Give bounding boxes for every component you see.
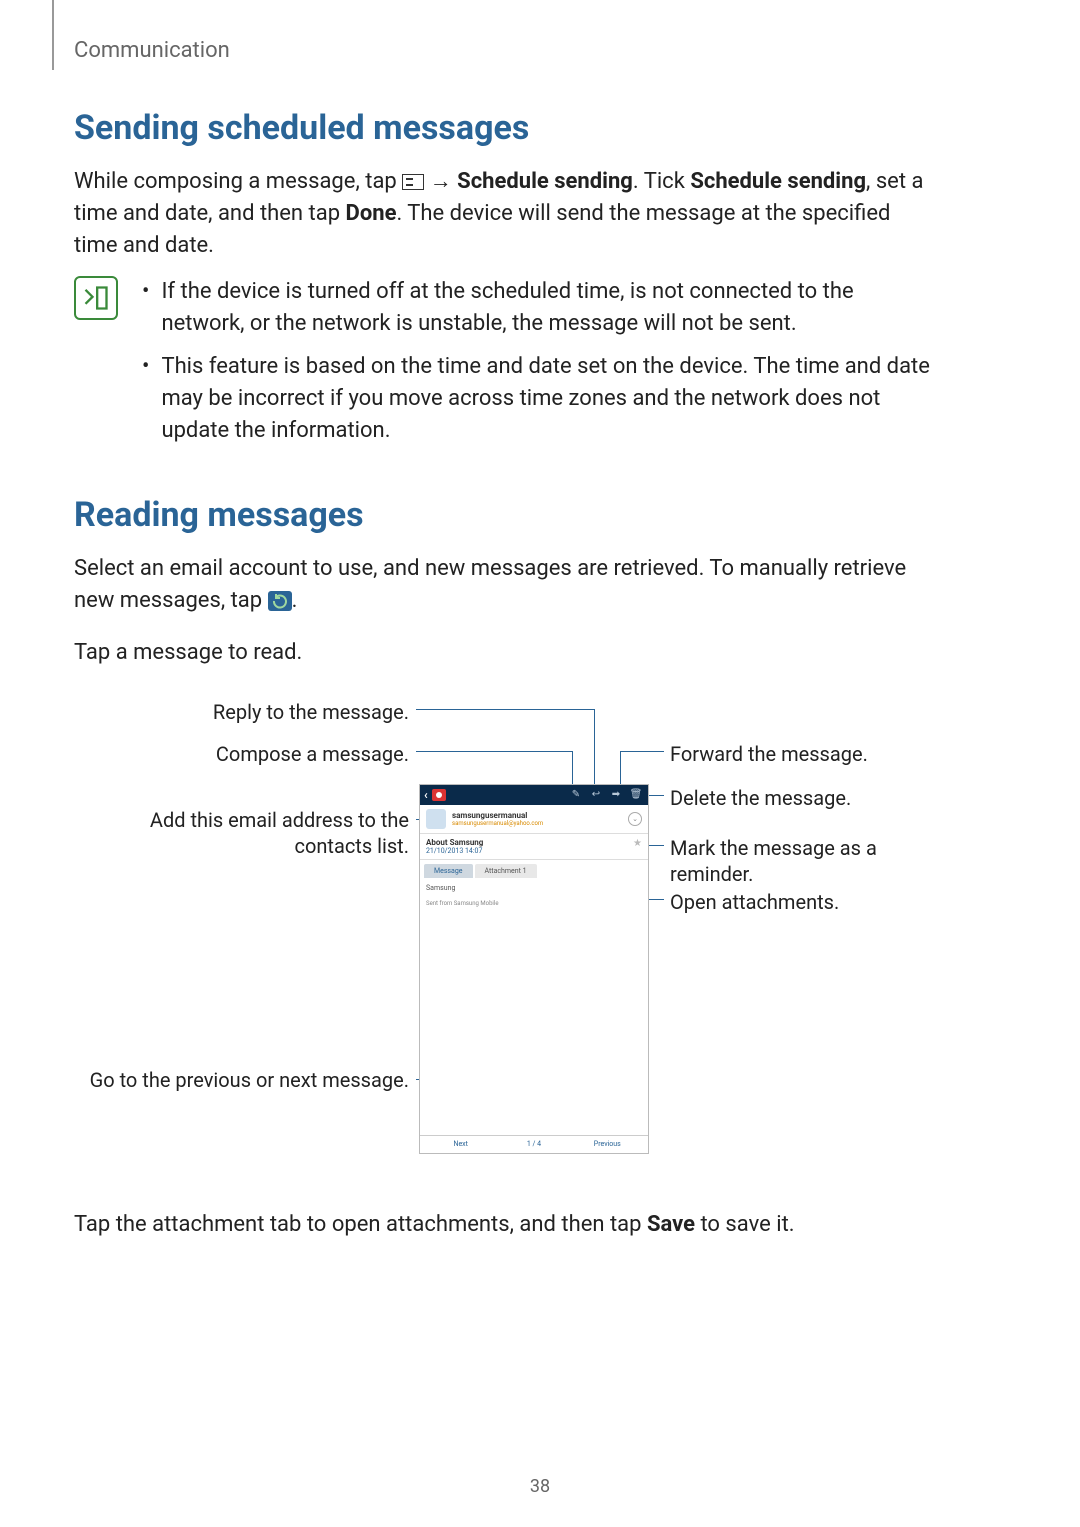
heading-sending: Sending scheduled messages xyxy=(74,108,934,148)
diagram: Reply to the message. Compose a message.… xyxy=(74,679,934,1179)
refresh-icon xyxy=(268,591,292,611)
nav-next-button[interactable]: Next xyxy=(420,1140,501,1148)
tabs-row: Message Attachment 1 xyxy=(420,860,648,878)
para-reading-2: Tap a message to read. xyxy=(74,637,934,669)
tab-message[interactable]: Message xyxy=(424,864,473,878)
note-item: • This feature is based on the time and … xyxy=(142,351,934,447)
nav-prev-button[interactable]: Previous xyxy=(567,1140,648,1148)
signature: Sent from Samsung Mobile xyxy=(426,900,642,907)
connector-line xyxy=(594,709,595,785)
note-icon xyxy=(74,276,118,320)
callout-reminder: Mark the message as a reminder. xyxy=(670,835,934,887)
nav-count: 1 / 4 xyxy=(501,1140,566,1148)
note-block: • If the device is turned off at the sch… xyxy=(74,276,934,459)
bottom-nav: Next 1 / 4 Previous xyxy=(420,1135,648,1153)
back-icon[interactable]: ‹ xyxy=(424,788,428,802)
sender-name: samsungusermanual xyxy=(452,811,622,820)
forward-icon[interactable]: ➡ xyxy=(608,789,624,800)
margin-rule xyxy=(52,0,54,70)
page-number: 38 xyxy=(0,1476,1080,1497)
connector-line xyxy=(416,709,594,710)
sender-email: samsungusermanual@yahoo.com xyxy=(452,820,622,827)
bold-text: Schedule sending xyxy=(690,169,866,194)
subject: About Samsung xyxy=(426,838,633,847)
sender-info: samsungusermanual samsungusermanual@yaho… xyxy=(452,811,622,827)
phone-screenshot: ‹ ✎ ↩ ➡ 🗑 samsungusermanual samsunguserm… xyxy=(419,784,649,1154)
bullet: • xyxy=(142,351,149,447)
subject-row: About Samsung 21/10/2013 14:07 ★ xyxy=(420,834,648,860)
account-indicator[interactable] xyxy=(432,789,446,801)
callout-compose: Compose a message. xyxy=(74,741,409,767)
connector-line xyxy=(620,751,621,785)
para-attachment: Tap the attachment tab to open attachmen… xyxy=(74,1209,934,1241)
text: to save it. xyxy=(695,1212,795,1237)
menu-icon xyxy=(402,174,424,190)
para-reading-1: Select an email account to use, and new … xyxy=(74,553,934,617)
para-sending: While composing a message, tap → Schedul… xyxy=(74,166,934,262)
callout-prev-next: Go to the previous or next message. xyxy=(74,1067,409,1093)
tab-attachment[interactable]: Attachment 1 xyxy=(475,864,537,878)
bold-text: Done xyxy=(346,201,397,226)
email-topbar: ‹ ✎ ↩ ➡ 🗑 xyxy=(420,785,648,805)
content-area: Sending scheduled messages While composi… xyxy=(74,108,934,1251)
callout-delete: Delete the message. xyxy=(670,785,851,811)
compose-icon[interactable]: ✎ xyxy=(568,789,584,800)
note-text: This feature is based on the time and da… xyxy=(161,351,934,447)
heading-reading: Reading messages xyxy=(74,495,934,535)
text: . xyxy=(292,588,298,613)
text: Tap the attachment tab to open attachmen… xyxy=(74,1212,647,1237)
message-body: Samsung Sent from Samsung Mobile xyxy=(420,878,648,913)
text: → xyxy=(430,169,457,194)
avatar[interactable] xyxy=(426,809,446,829)
callout-attachments: Open attachments. xyxy=(670,889,839,915)
page-header: Communication xyxy=(74,38,230,63)
callout-reply: Reply to the message. xyxy=(74,699,409,725)
sender-row: samsungusermanual samsungusermanual@yaho… xyxy=(420,805,648,834)
callout-add-contact: Add this email address to the contacts l… xyxy=(74,807,409,859)
body-text: Samsung xyxy=(426,884,642,892)
text: . Tick xyxy=(633,169,690,194)
connector-line xyxy=(620,751,664,752)
delete-icon[interactable]: 🗑 xyxy=(628,789,644,800)
connector-line xyxy=(572,751,573,785)
note-list: • If the device is turned off at the sch… xyxy=(142,276,934,459)
expand-icon[interactable]: ⌄ xyxy=(628,812,642,826)
reply-icon[interactable]: ↩ xyxy=(588,789,604,800)
subject-info: About Samsung 21/10/2013 14:07 xyxy=(426,838,633,855)
bold-text: Schedule sending xyxy=(457,169,633,194)
date: 21/10/2013 14:07 xyxy=(426,847,633,855)
star-icon[interactable]: ★ xyxy=(633,838,642,849)
callout-forward: Forward the message. xyxy=(670,741,868,767)
bold-text: Save xyxy=(647,1212,695,1237)
connector-line xyxy=(416,751,572,752)
bullet: • xyxy=(142,276,149,340)
note-text: If the device is turned off at the sched… xyxy=(161,276,934,340)
text: While composing a message, tap xyxy=(74,169,402,194)
note-item: • If the device is turned off at the sch… xyxy=(142,276,934,340)
text: Select an email account to use, and new … xyxy=(74,556,906,613)
